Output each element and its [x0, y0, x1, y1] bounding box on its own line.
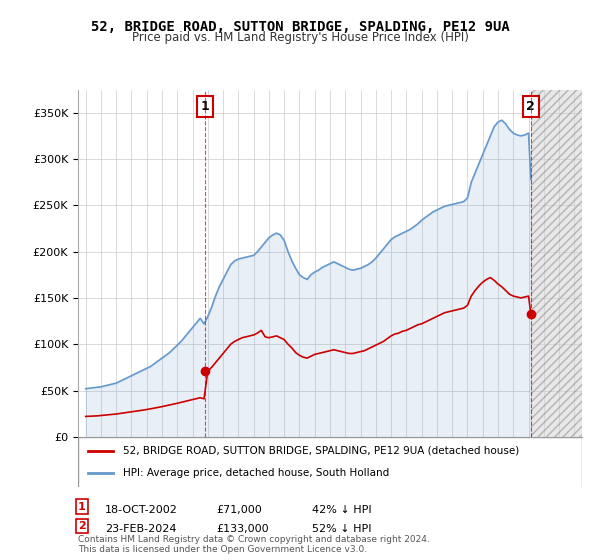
Text: 42% ↓ HPI: 42% ↓ HPI	[312, 505, 371, 515]
Text: HPI: Average price, detached house, South Holland: HPI: Average price, detached house, Sout…	[124, 468, 389, 478]
Text: 2: 2	[78, 521, 86, 531]
Text: 18-OCT-2002: 18-OCT-2002	[105, 505, 178, 515]
Text: £71,000: £71,000	[216, 505, 262, 515]
Text: 23-FEB-2024: 23-FEB-2024	[105, 524, 176, 534]
Text: 1: 1	[78, 502, 86, 512]
Text: £133,000: £133,000	[216, 524, 269, 534]
Text: Contains HM Land Registry data © Crown copyright and database right 2024.
This d: Contains HM Land Registry data © Crown c…	[78, 535, 430, 554]
Text: 2: 2	[526, 100, 535, 113]
FancyBboxPatch shape	[78, 437, 582, 488]
Text: 52% ↓ HPI: 52% ↓ HPI	[312, 524, 371, 534]
Text: 52, BRIDGE ROAD, SUTTON BRIDGE, SPALDING, PE12 9UA (detached house): 52, BRIDGE ROAD, SUTTON BRIDGE, SPALDING…	[124, 446, 520, 456]
Text: Price paid vs. HM Land Registry's House Price Index (HPI): Price paid vs. HM Land Registry's House …	[131, 31, 469, 44]
Text: 1: 1	[200, 100, 209, 113]
Text: 52, BRIDGE ROAD, SUTTON BRIDGE, SPALDING, PE12 9UA: 52, BRIDGE ROAD, SUTTON BRIDGE, SPALDING…	[91, 20, 509, 34]
